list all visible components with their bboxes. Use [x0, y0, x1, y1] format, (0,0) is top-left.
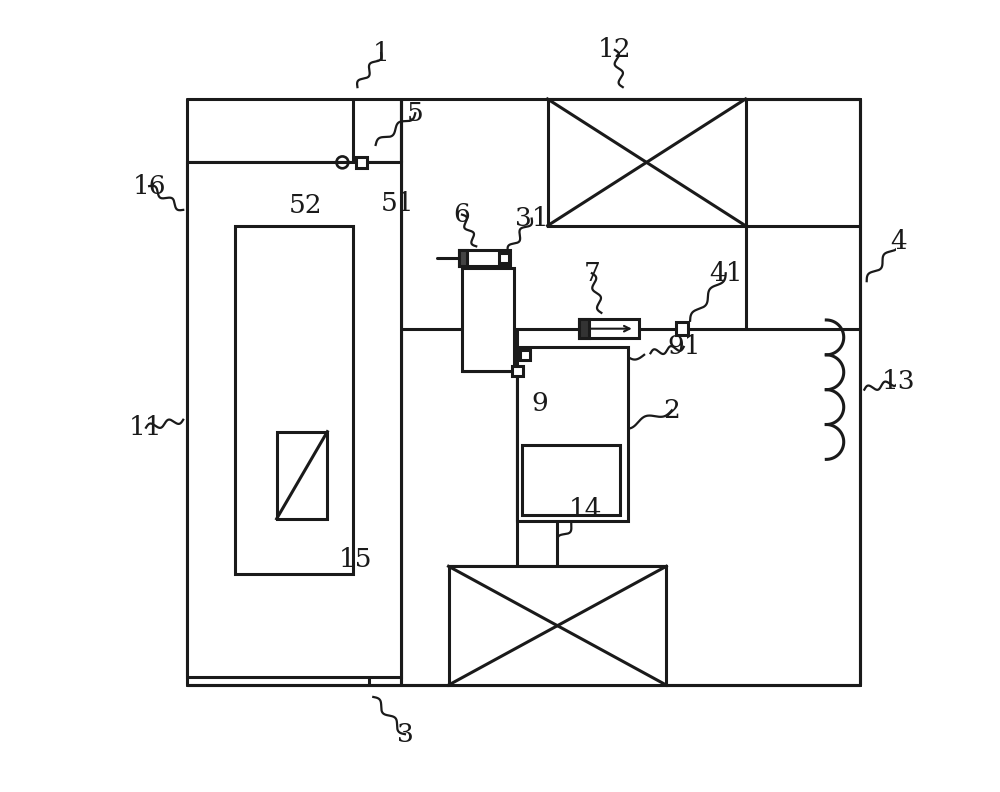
- Text: 16: 16: [132, 173, 166, 199]
- Bar: [579, 319, 589, 338]
- Text: 6: 6: [454, 202, 470, 227]
- Text: 4: 4: [890, 229, 907, 254]
- Text: 11: 11: [129, 415, 163, 440]
- Text: 52: 52: [289, 193, 323, 219]
- Bar: [462, 268, 514, 371]
- Bar: [517, 347, 628, 521]
- Text: 15: 15: [338, 547, 372, 573]
- Text: 51: 51: [380, 191, 414, 216]
- Text: 41: 41: [709, 261, 742, 286]
- Bar: [235, 226, 353, 574]
- Text: 2: 2: [663, 398, 680, 423]
- Text: 9: 9: [531, 391, 548, 417]
- Text: 7: 7: [583, 261, 600, 286]
- Text: 13: 13: [882, 369, 915, 394]
- Bar: [449, 566, 666, 685]
- Text: 31: 31: [515, 206, 548, 231]
- Bar: [522, 445, 620, 515]
- Bar: [459, 250, 467, 266]
- Bar: [512, 366, 523, 376]
- Text: 91: 91: [667, 334, 700, 360]
- Bar: [277, 432, 327, 519]
- Bar: [356, 157, 367, 168]
- Bar: [187, 162, 401, 677]
- Bar: [459, 250, 510, 266]
- Bar: [579, 319, 639, 338]
- Text: 14: 14: [568, 497, 602, 522]
- Bar: [548, 99, 746, 226]
- Text: 3: 3: [397, 722, 413, 747]
- Bar: [676, 322, 688, 335]
- Bar: [499, 253, 509, 263]
- Bar: [520, 350, 530, 360]
- Text: 1: 1: [373, 40, 390, 66]
- Text: 12: 12: [598, 37, 632, 63]
- Text: 5: 5: [407, 101, 424, 126]
